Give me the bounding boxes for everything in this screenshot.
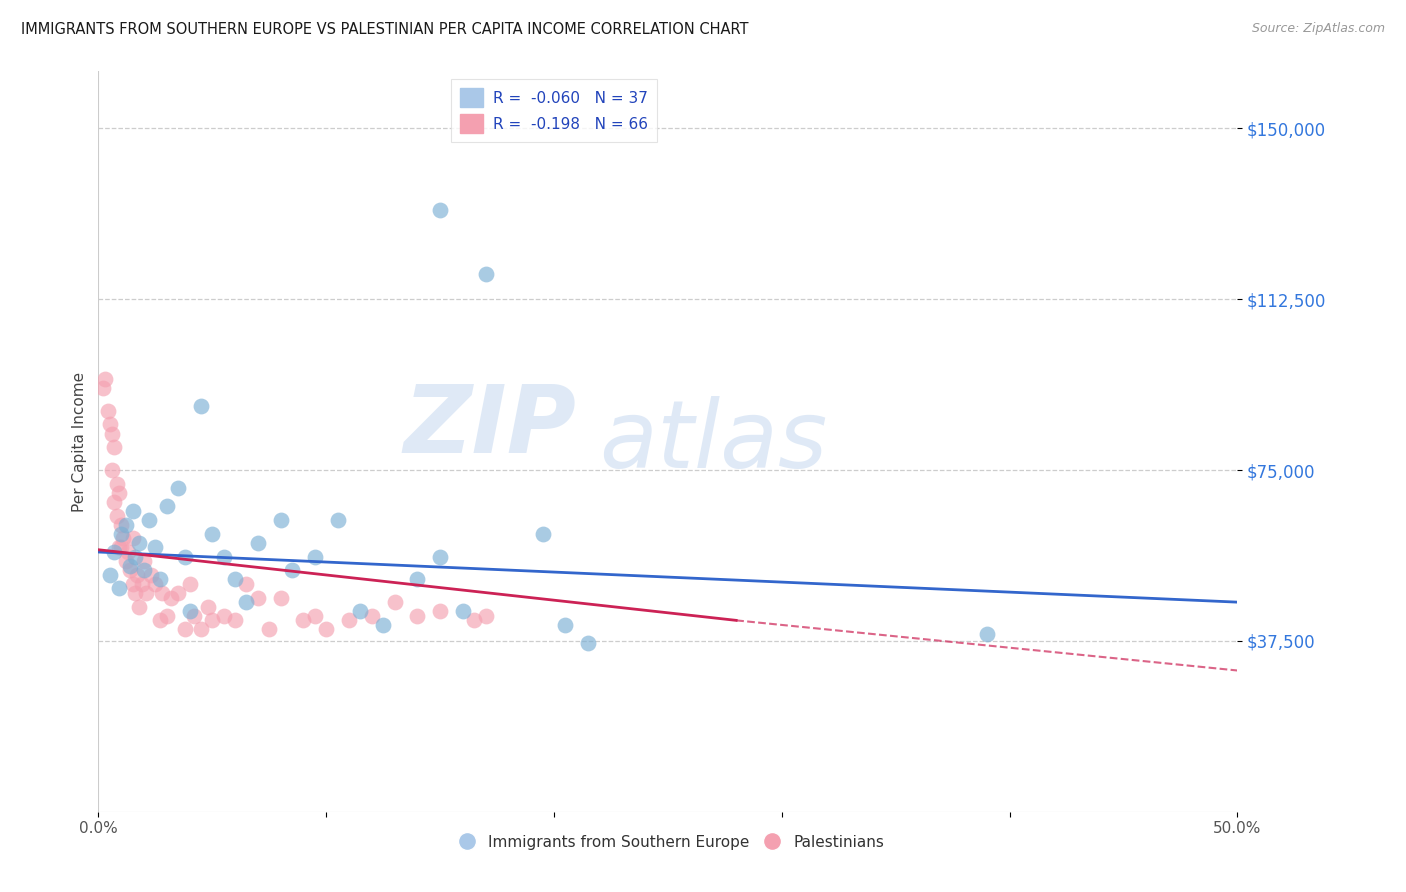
Point xyxy=(121,504,143,518)
Point xyxy=(174,623,197,637)
Point xyxy=(110,541,132,555)
Point xyxy=(167,586,190,600)
Point xyxy=(371,618,394,632)
Point xyxy=(135,586,157,600)
Point xyxy=(197,599,219,614)
Point xyxy=(315,623,337,637)
Point xyxy=(105,476,128,491)
Point xyxy=(98,417,121,432)
Point xyxy=(429,604,451,618)
Point xyxy=(149,573,172,587)
Point xyxy=(108,485,131,500)
Point xyxy=(105,508,128,523)
Point xyxy=(110,517,132,532)
Point xyxy=(224,573,246,587)
Point xyxy=(304,549,326,564)
Point xyxy=(156,500,179,514)
Point xyxy=(451,604,474,618)
Point xyxy=(554,618,576,632)
Point xyxy=(429,203,451,218)
Point xyxy=(121,532,143,546)
Point xyxy=(108,582,131,596)
Point xyxy=(96,404,118,418)
Point xyxy=(429,549,451,564)
Point xyxy=(132,554,155,568)
Point xyxy=(101,463,124,477)
Point xyxy=(167,481,190,495)
Point xyxy=(120,563,142,577)
Point xyxy=(259,623,281,637)
Point xyxy=(103,440,125,454)
Point xyxy=(474,608,496,623)
Text: atlas: atlas xyxy=(599,396,828,487)
Y-axis label: Per Capita Income: Per Capita Income xyxy=(72,371,87,512)
Point xyxy=(212,549,235,564)
Point xyxy=(406,608,429,623)
Point xyxy=(360,608,382,623)
Point xyxy=(304,608,326,623)
Point xyxy=(463,613,485,627)
Point xyxy=(138,513,160,527)
Point xyxy=(94,372,117,386)
Point xyxy=(174,549,197,564)
Point xyxy=(576,636,599,650)
Point xyxy=(127,567,149,582)
Point xyxy=(121,577,143,591)
Point xyxy=(103,545,125,559)
Point xyxy=(246,591,269,605)
Point xyxy=(132,563,155,577)
Point xyxy=(120,558,142,573)
Point xyxy=(270,513,292,527)
Text: IMMIGRANTS FROM SOUTHERN EUROPE VS PALESTINIAN PER CAPITA INCOME CORRELATION CHA: IMMIGRANTS FROM SOUTHERN EUROPE VS PALES… xyxy=(21,22,748,37)
Point xyxy=(110,526,132,541)
Point xyxy=(326,513,349,527)
Point xyxy=(179,604,201,618)
Point xyxy=(201,613,224,627)
Point xyxy=(156,608,179,623)
Point xyxy=(101,426,124,441)
Point xyxy=(150,586,173,600)
Point xyxy=(531,526,554,541)
Point xyxy=(976,627,998,641)
Point xyxy=(179,577,201,591)
Point xyxy=(124,549,146,564)
Point xyxy=(190,399,212,413)
Point xyxy=(201,526,224,541)
Text: Source: ZipAtlas.com: Source: ZipAtlas.com xyxy=(1251,22,1385,36)
Point xyxy=(91,381,114,395)
Point xyxy=(108,541,131,555)
Point xyxy=(145,577,167,591)
Point xyxy=(112,532,135,546)
Legend: Immigrants from Southern Europe, Palestinians: Immigrants from Southern Europe, Palesti… xyxy=(446,829,890,856)
Point xyxy=(128,599,150,614)
Point xyxy=(292,613,315,627)
Point xyxy=(160,591,183,605)
Point xyxy=(103,495,125,509)
Point xyxy=(128,536,150,550)
Point xyxy=(183,608,205,623)
Point xyxy=(406,573,429,587)
Point xyxy=(114,517,136,532)
Point xyxy=(384,595,406,609)
Point xyxy=(224,613,246,627)
Text: ZIP: ZIP xyxy=(404,381,576,473)
Point xyxy=(114,554,136,568)
Point xyxy=(145,541,167,555)
Point xyxy=(149,613,172,627)
Point xyxy=(139,567,162,582)
Point xyxy=(235,595,257,609)
Point xyxy=(349,604,371,618)
Point xyxy=(98,567,121,582)
Point xyxy=(117,545,139,559)
Point xyxy=(337,613,360,627)
Point xyxy=(281,563,304,577)
Point xyxy=(190,623,212,637)
Point xyxy=(131,577,153,591)
Point xyxy=(474,267,496,281)
Point xyxy=(212,608,235,623)
Point xyxy=(246,536,269,550)
Point xyxy=(270,591,292,605)
Point xyxy=(124,586,146,600)
Point xyxy=(235,577,257,591)
